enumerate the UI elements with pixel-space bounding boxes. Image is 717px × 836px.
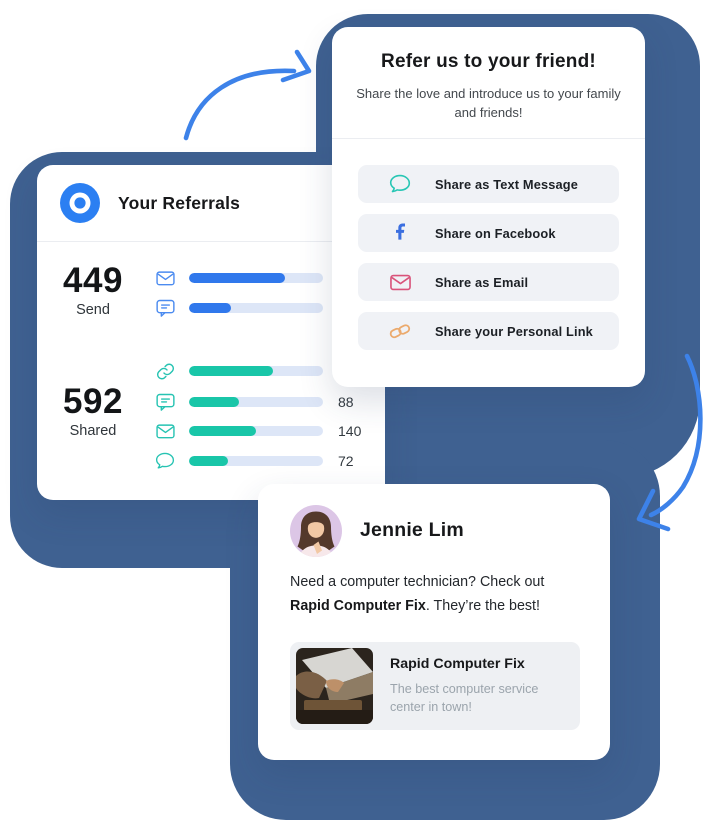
shared-row-count: 88 (338, 394, 354, 410)
envelope-icon (155, 268, 175, 288)
refer-title: Refer us to your friend! (381, 51, 596, 72)
shared-row-message: 88 (155, 392, 354, 412)
link-preview-card[interactable]: Rapid Computer Fix The best computer ser… (290, 642, 580, 730)
avatar (290, 505, 342, 557)
divider (332, 138, 645, 139)
progress-track (189, 303, 323, 313)
shared-row-envelope: 140 (155, 421, 361, 441)
button-label: Share your Personal Link (435, 323, 593, 339)
progress-fill (189, 366, 274, 376)
message-text: Need a computer technician? Check out (290, 574, 545, 590)
divider (37, 241, 385, 242)
send-row-envelope (155, 268, 323, 288)
envelope-icon (155, 421, 175, 441)
shared-row-link (155, 361, 323, 381)
referral-message: Need a computer technician? Check out Ra… (290, 570, 578, 618)
chat-bubble-icon (155, 451, 175, 471)
progress-track (189, 273, 323, 283)
progress-track (189, 456, 323, 466)
share-personal-link-button[interactable]: Share your Personal Link (358, 312, 619, 350)
shared-row-count: 140 (338, 423, 362, 439)
link-preview-title: Rapid Computer Fix (390, 656, 525, 672)
email-icon (388, 271, 412, 293)
link-icon (388, 320, 412, 342)
link-preview-image (296, 648, 373, 724)
sender-name: Jennie Lim (360, 519, 464, 541)
refer-card: Refer us to your friend! Share the love … (332, 27, 645, 387)
link-preview-description: The best computer service center in town… (390, 682, 539, 714)
share-buttons: Share as Text Message Share on Facebook … (332, 139, 645, 350)
message-business-name: Rapid Computer Fix (290, 598, 426, 614)
send-count: 449 (63, 261, 123, 300)
shared-label: Shared (69, 423, 117, 439)
message-square-icon (155, 298, 175, 318)
referrals-header: Your Referrals (37, 165, 385, 241)
shared-row-bubble: 72 (155, 451, 354, 471)
progress-fill (189, 456, 228, 466)
button-label: Share on Facebook (435, 225, 556, 241)
your-referrals-card: Your Referrals 449 Send (37, 165, 385, 500)
chat-bubble-icon (388, 173, 412, 195)
message-square-icon (155, 392, 175, 412)
progress-fill (189, 397, 239, 407)
link-icon (155, 361, 175, 381)
facebook-icon (388, 222, 412, 244)
send-row-message (155, 298, 323, 318)
progress-track (189, 366, 323, 376)
share-facebook-button[interactable]: Share on Facebook (358, 214, 619, 252)
progress-fill (189, 426, 256, 436)
button-label: Share as Text Message (435, 176, 579, 192)
message-text: . They’re the best! (425, 598, 541, 614)
share-email-button[interactable]: Share as Email (358, 263, 619, 301)
progress-track (189, 397, 323, 407)
referrals-title: Your Referrals (118, 192, 241, 213)
referrals-target-icon (60, 183, 100, 223)
progress-fill (189, 303, 231, 313)
send-stat: 449 Send (45, 261, 141, 319)
button-label: Share as Email (435, 274, 529, 290)
progress-track (189, 426, 323, 436)
send-label: Send (76, 302, 110, 318)
arrow-to-refer-card-head (280, 49, 312, 83)
refer-subtitle: Share the love and introduce us to your … (356, 86, 621, 120)
shared-stat: 592 Shared (45, 382, 141, 440)
progress-fill (189, 273, 286, 283)
referral-message-card: Jennie Lim Need a computer technician? C… (258, 484, 610, 760)
arrow-to-refer-card (183, 68, 297, 141)
shared-count: 592 (63, 382, 123, 421)
share-text-message-button[interactable]: Share as Text Message (358, 165, 619, 203)
shared-row-count: 72 (338, 453, 354, 469)
